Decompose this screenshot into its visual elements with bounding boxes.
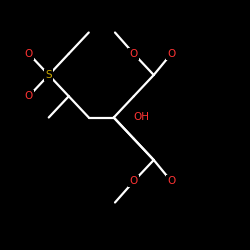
Text: S: S <box>46 70 52 80</box>
Text: O: O <box>167 49 175 59</box>
Text: O: O <box>130 49 138 59</box>
Text: O: O <box>24 49 33 59</box>
Text: O: O <box>24 91 33 101</box>
Text: O: O <box>130 176 138 186</box>
Text: OH: OH <box>134 112 150 122</box>
Text: O: O <box>167 176 175 186</box>
